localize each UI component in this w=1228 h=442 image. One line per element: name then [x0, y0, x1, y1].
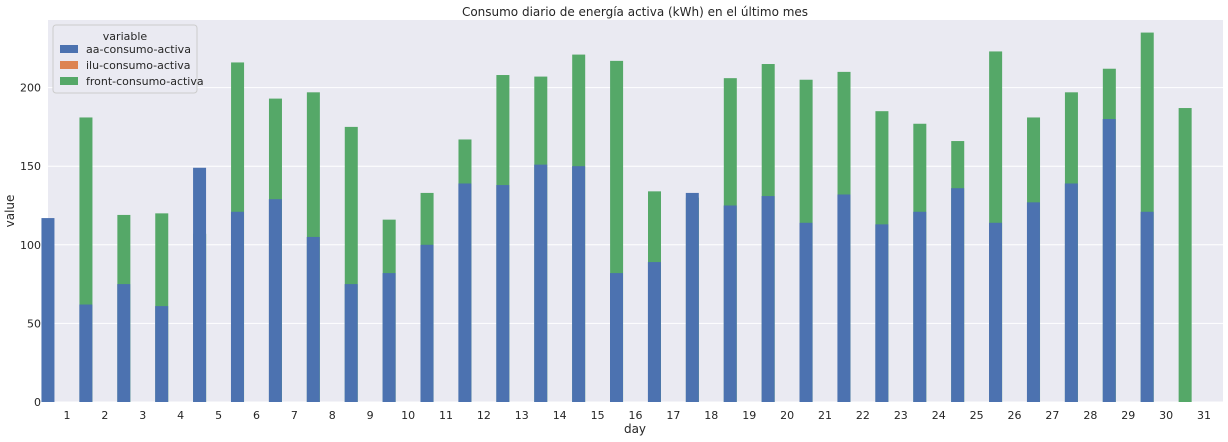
x-axis-label: day — [624, 422, 646, 436]
bar-aa-consumo-activa — [1140, 211, 1154, 402]
x-tick-label: 4 — [177, 409, 184, 422]
x-tick-label: 1 — [63, 409, 70, 422]
x-tick-label: 20 — [780, 409, 794, 422]
bar-aa-consumo-activa — [951, 188, 965, 402]
x-tick-label: 13 — [515, 409, 529, 422]
y-tick-label: 200 — [20, 82, 41, 95]
legend-swatch — [60, 45, 78, 53]
x-tick-label: 12 — [477, 409, 491, 422]
x-tick-label: 17 — [666, 409, 680, 422]
x-tick-label: 24 — [932, 409, 946, 422]
x-tick-label: 8 — [329, 409, 336, 422]
legend-entry: ilu-consumo-activa — [86, 59, 191, 72]
y-tick-label: 150 — [20, 160, 41, 173]
x-tick-label: 26 — [1008, 409, 1022, 422]
bar-aa-consumo-activa — [1064, 183, 1078, 402]
bar-aa-consumo-activa — [268, 199, 282, 402]
y-tick-labels: 0 50 100 150 200 — [20, 82, 41, 409]
bar-aa-consumo-activa — [41, 218, 55, 402]
y-axis-label: value — [3, 195, 17, 228]
chart-title: Consumo diario de energía activa (kWh) e… — [462, 5, 808, 19]
x-tick-label: 15 — [591, 409, 605, 422]
bar-aa-consumo-activa — [799, 222, 813, 402]
bar-aa-consumo-activa — [382, 273, 396, 402]
y-tick-label: 50 — [27, 317, 41, 330]
legend-box — [52, 24, 198, 94]
bar-aa-consumo-activa — [496, 185, 510, 402]
bar-aa-consumo-activa — [155, 306, 169, 402]
bar-aa-consumo-activa — [723, 205, 737, 402]
bar-aa-consumo-activa — [572, 166, 586, 402]
x-tick-label: 21 — [818, 409, 832, 422]
x-tick-label: 9 — [367, 409, 374, 422]
bar-aa-consumo-activa — [989, 222, 1003, 402]
plot-background — [48, 20, 1223, 402]
bar-aa-consumo-activa — [420, 244, 434, 402]
x-tick-label: 27 — [1045, 409, 1059, 422]
bar-aa-consumo-activa — [230, 211, 244, 402]
x-tick-label: 25 — [970, 409, 984, 422]
bar-front-consumo-activa — [1178, 108, 1192, 402]
bar-aa-consumo-activa — [913, 211, 927, 402]
legend-swatch — [60, 77, 78, 85]
legend-swatch — [60, 61, 78, 69]
legend-entry: front-consumo-activa — [86, 75, 204, 88]
x-tick-labels: 1 2 3 4 5 6 7 8 9 10 11 12 13 14 15 16 17 18 19 20 21 22 23 24 2… — [63, 409, 1211, 422]
x-tick-label: 28 — [1083, 409, 1097, 422]
x-tick-label: 10 — [401, 409, 415, 422]
y-tick-label: 0 — [34, 396, 41, 409]
x-tick-label: 7 — [291, 409, 298, 422]
x-tick-label: 6 — [253, 409, 260, 422]
bar-aa-consumo-activa — [610, 273, 623, 402]
bar-aa-consumo-activa — [193, 167, 207, 402]
legend-title: variable — [103, 30, 148, 43]
bar-aa-consumo-activa — [458, 183, 472, 402]
x-tick-label: 23 — [894, 409, 908, 422]
bar-aa-consumo-activa — [685, 192, 699, 402]
y-tick-label: 100 — [20, 239, 41, 252]
bar-aa-consumo-activa — [1026, 202, 1040, 402]
bar-aa-consumo-activa — [761, 196, 775, 402]
bar-aa-consumo-activa — [534, 164, 548, 402]
x-tick-label: 3 — [139, 409, 146, 422]
bars — [41, 32, 1192, 403]
bar-aa-consumo-activa — [79, 304, 93, 402]
x-tick-label: 29 — [1121, 409, 1135, 422]
bar-aa-consumo-activa — [1102, 119, 1116, 402]
x-tick-label: 14 — [553, 409, 567, 422]
legend-entry: aa-consumo-activa — [86, 43, 191, 56]
bar-aa-consumo-activa — [647, 262, 661, 402]
bar-aa-consumo-activa — [306, 236, 320, 402]
x-tick-label: 22 — [856, 409, 870, 422]
x-tick-label: 2 — [101, 409, 108, 422]
legend: variable aa-consumo-activa ilu-consumo-ac… — [52, 24, 204, 94]
x-tick-label: 11 — [439, 409, 453, 422]
x-tick-label: 30 — [1159, 409, 1173, 422]
x-tick-label: 18 — [704, 409, 718, 422]
bar-aa-consumo-activa — [837, 194, 851, 402]
x-tick-label: 19 — [742, 409, 756, 422]
x-tick-label: 5 — [215, 409, 222, 422]
bar-aa-consumo-activa — [875, 224, 889, 402]
x-tick-label: 16 — [629, 409, 643, 422]
x-tick-label: 31 — [1197, 409, 1211, 422]
bar-aa-consumo-activa — [117, 284, 131, 402]
bar-aa-consumo-activa — [344, 284, 358, 402]
